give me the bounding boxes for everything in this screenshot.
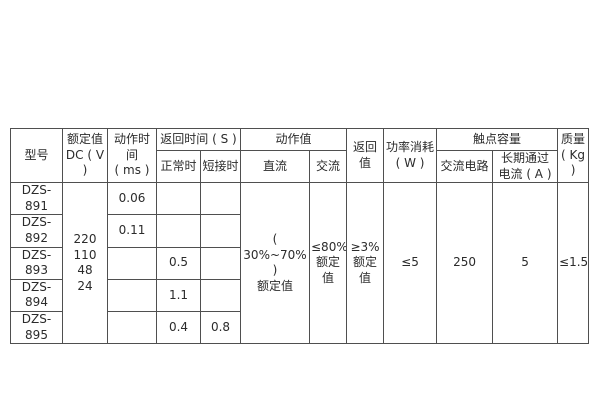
col-group-contact-capacity: 触点容量 [436, 128, 559, 151]
action-time-cell [107, 310, 157, 345]
return-normal-cell [156, 182, 201, 216]
action-time-cell [107, 246, 157, 280]
weight-cell: ≤1.5 [557, 182, 590, 345]
action-time-cell [107, 278, 157, 312]
col-header-ac: 交流 [308, 149, 348, 184]
return-normal-cell [156, 214, 201, 248]
return-short-cell [200, 278, 241, 312]
table-row: DZS-893 0.5 [10, 246, 589, 280]
table-row: DZS-891 220 110 48 24 0.06 ( 30%~70% ) 额… [10, 182, 590, 345]
action-time-cell: 0.11 [107, 214, 157, 248]
ac-action-value-cell: ≤80% 额定值 [308, 182, 348, 345]
return-normal-cell: 0.5 [156, 246, 201, 280]
table-row: DZS-894 1.1 [10, 278, 589, 312]
return-short-cell [200, 246, 241, 280]
col-header-ac-circuit: 交流电路 [436, 149, 494, 184]
col-header-action-time: 动作时间 ( ms ) [107, 127, 157, 184]
return-value-cell: ≥3% 额定值 [346, 182, 385, 345]
power-cell: ≤5 [383, 182, 438, 345]
dc-action-value-cell: ( 30%~70% ) 额定值 [240, 182, 310, 345]
header-row-1: 型号 额定值 DC ( V ) 动作时间 ( ms ) 返回时间 ( S ) 动… [10, 127, 590, 184]
return-short-cell [200, 214, 241, 248]
long-current-cell: 5 [492, 182, 559, 345]
col-header-model: 型号 [10, 127, 63, 184]
ac-circuit-cell: 250 [436, 182, 494, 345]
return-normal-cell: 0.4 [156, 310, 201, 345]
col-header-rated-value: 额定值 DC ( V ) [62, 127, 108, 184]
col-header-return-normal: 正常时 [156, 149, 201, 184]
header-row-2: 正常时 短接时 直流 交流 交流电路 长期通过 电流 ( A ) [11, 149, 589, 184]
col-group-return-time: 返回时间 ( S ) [156, 128, 241, 151]
model-cell: DZS-892 [10, 214, 63, 248]
table-row: DZS-895 0.4 0.8 [10, 310, 589, 345]
col-header-weight: 质量 ( Kg ) [557, 127, 590, 184]
return-short-cell [200, 182, 241, 216]
model-cell: DZS-893 [10, 246, 63, 280]
rated-values-cell: 220 110 48 24 [62, 182, 108, 345]
col-group-action-value: 动作值 [239, 128, 348, 151]
table-row: DZS-892 0.11 [10, 214, 589, 248]
return-normal-cell: 1.1 [156, 278, 201, 312]
model-cell: DZS-894 [10, 278, 63, 312]
col-header-return-value: 返回值 [346, 127, 385, 184]
col-header-long-current: 长期通过 电流 ( A ) [492, 149, 559, 184]
col-header-power: 功率消耗 ( W ) [383, 127, 438, 184]
return-short-cell: 0.8 [200, 310, 241, 345]
model-cell: DZS-895 [10, 310, 63, 345]
relay-spec-table: 型号 额定值 DC ( V ) 动作时间 ( ms ) 返回时间 ( S ) 动… [10, 127, 590, 345]
action-time-cell: 0.06 [107, 182, 157, 216]
col-header-return-short: 短接时 [200, 149, 241, 184]
model-cell: DZS-891 [10, 182, 63, 216]
col-header-dc: 直流 [240, 149, 310, 184]
